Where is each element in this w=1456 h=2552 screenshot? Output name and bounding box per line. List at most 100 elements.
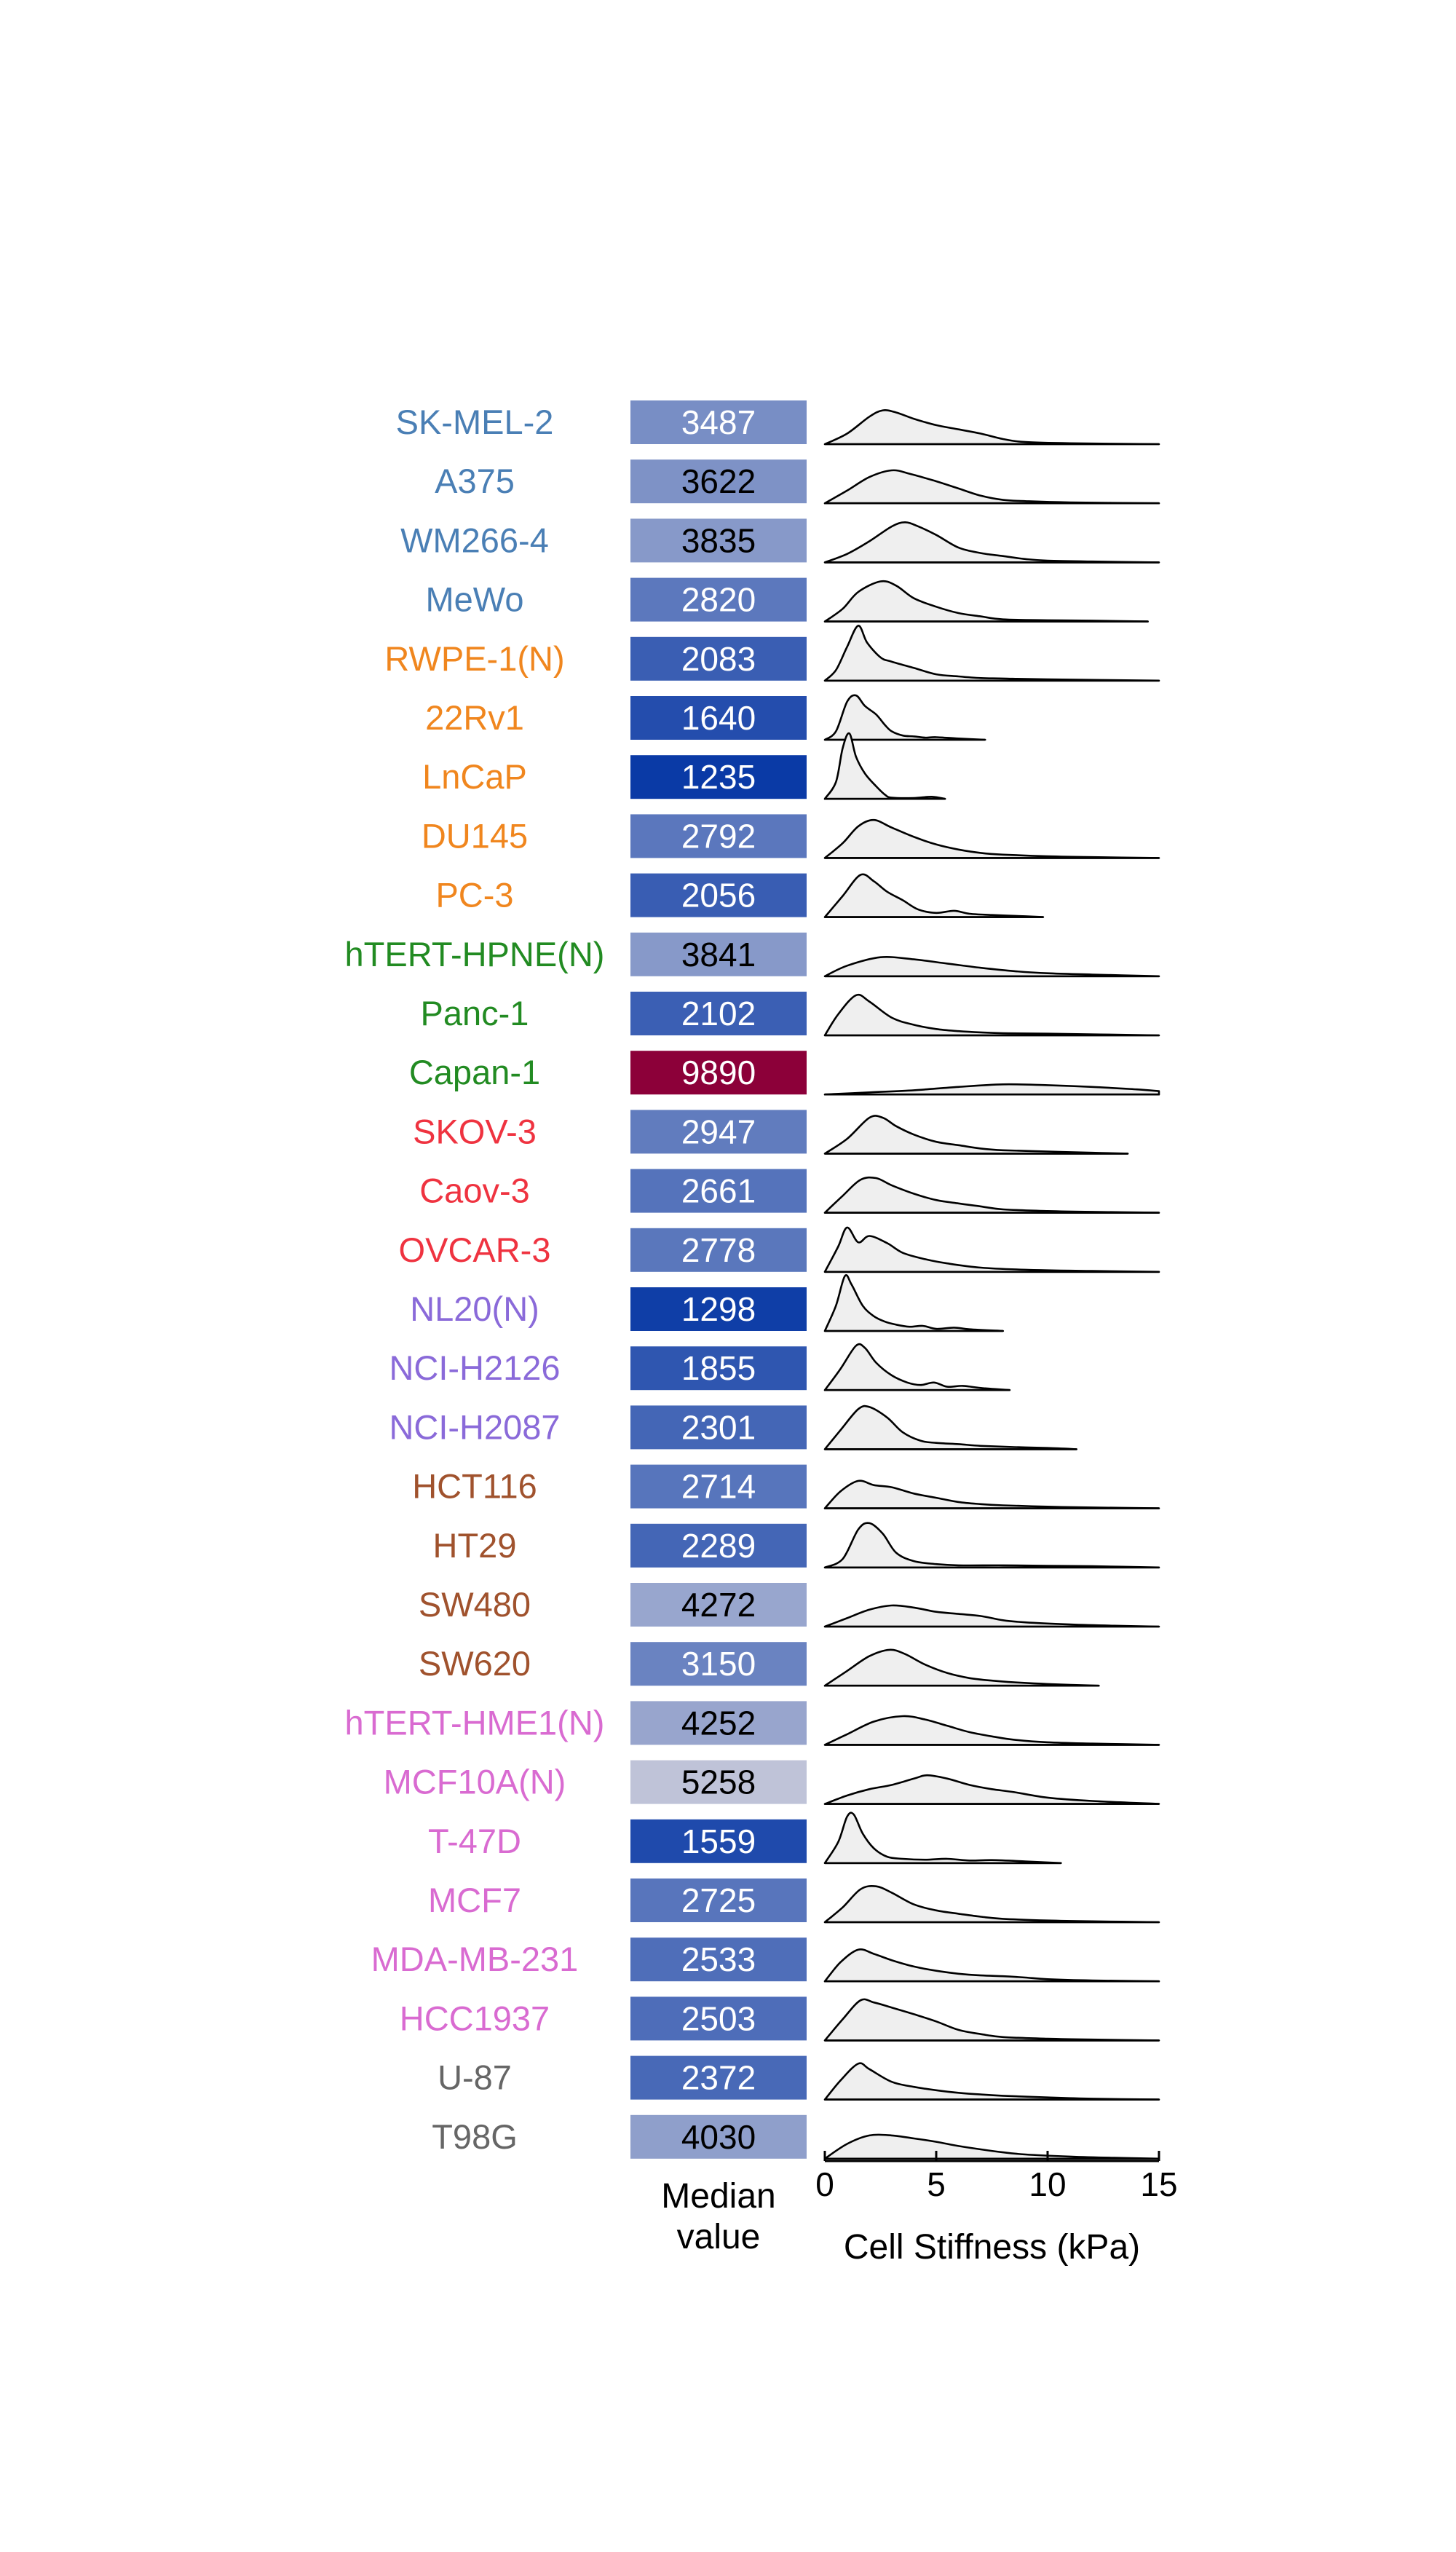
median-value: 2102 (681, 995, 756, 1032)
median-header: Median value (661, 2177, 775, 2256)
median-box (630, 577, 807, 622)
x-tick-label: 10 (1029, 2165, 1066, 2203)
median-box (630, 932, 807, 976)
x-axis-ticks: 0 5 10 15 (815, 2151, 1178, 2203)
row-label: HCT116 (412, 1467, 537, 1506)
density-ridge (823, 1648, 1100, 1687)
median-box (630, 696, 807, 740)
row-label: NCI-H2087 (389, 1407, 560, 1446)
median-box (630, 1819, 807, 1863)
row-label: SK-MEL-2 (396, 403, 554, 441)
median-box (630, 1169, 807, 1213)
median-value: 2725 (681, 1881, 756, 1919)
row-pc-3: PC-3 2056 (435, 873, 1045, 918)
row-htert-hpne-n-: hTERT-HPNE(N) 3841 (345, 932, 1160, 978)
density-ridge (823, 1774, 1160, 1805)
median-header-line-1: Median (661, 2177, 775, 2216)
median-value: 1559 (681, 1822, 756, 1860)
row-label: DU145 (422, 816, 528, 855)
row-label: HT29 (433, 1526, 517, 1565)
density-ridge (823, 1885, 1160, 1924)
median-box (630, 2055, 807, 2100)
median-box (630, 636, 807, 681)
median-value: 3487 (681, 403, 756, 441)
median-box (630, 1464, 807, 1509)
row-label: U-87 (438, 2058, 512, 2097)
density-ridge (823, 956, 1160, 978)
median-value: 5258 (681, 1763, 756, 1801)
median-value: 1640 (681, 699, 756, 737)
row-sw480: SW480 4272 (419, 1583, 1160, 1628)
row-u-87: U-87 2372 (438, 2055, 1160, 2101)
row-hct116: HCT116 2714 (412, 1464, 1160, 1509)
row-label: MCF10A(N) (384, 1763, 566, 1801)
median-box (630, 1701, 807, 1745)
median-box (630, 1642, 807, 1686)
density-ridge (823, 580, 1149, 623)
row-htert-hme1-n-: hTERT-HME1(N) 4252 (345, 1701, 1160, 1746)
row-label: 22Rv1 (425, 698, 524, 737)
median-box (630, 518, 807, 563)
row-label: Panc-1 (421, 994, 529, 1032)
row-sk-mel-2: SK-MEL-2 3487 (396, 400, 1160, 446)
row-label: SKOV-3 (413, 1112, 537, 1150)
median-value: 1855 (681, 1349, 756, 1387)
median-value: 2820 (681, 581, 756, 619)
density-ridge (823, 1948, 1160, 1983)
density-ridge (823, 1176, 1160, 1214)
row-t98g: T98G 4030 (432, 2114, 1160, 2160)
median-value: 3622 (681, 462, 756, 500)
x-axis-title: Cell Stiffness (kPa) (844, 2228, 1140, 2267)
median-box (630, 1996, 807, 2041)
median-value: 2289 (681, 1527, 756, 1565)
median-value: 2301 (681, 1408, 756, 1446)
median-value: 2778 (681, 1231, 756, 1269)
density-ridge (823, 1480, 1160, 1509)
row-ovcar-3: OVCAR-3 2778 (399, 1226, 1160, 1273)
median-box (630, 1110, 807, 1154)
density-ridge (823, 1274, 1005, 1332)
x-tick-label: 5 (927, 2165, 946, 2203)
row-mewo: MeWo 2820 (426, 577, 1149, 623)
median-box (630, 1523, 807, 1568)
median-box (630, 400, 807, 444)
row-label: hTERT-HME1(N) (345, 1703, 605, 1742)
x-axis: 0 5 10 15 Cell Stiffness (kPa) (815, 2151, 1178, 2267)
density-ridge (823, 1405, 1078, 1450)
row-ht29: HT29 2289 (433, 1522, 1160, 1569)
x-tick-label: 0 (815, 2165, 834, 2203)
row-label: T98G (432, 2117, 518, 2156)
row-panc-1: Panc-1 2102 (421, 992, 1160, 1037)
median-value: 1298 (681, 1290, 756, 1328)
row-label: Caov-3 (419, 1172, 530, 1210)
x-tick-label: 15 (1140, 2165, 1177, 2203)
row-label: NCI-H2126 (389, 1348, 560, 1387)
row-a375: A375 3622 (435, 459, 1160, 505)
row-label: LnCaP (422, 757, 527, 796)
row-t-47d: T-47D 1559 (428, 1812, 1062, 1865)
median-box (630, 1228, 807, 1272)
row-label: RWPE-1(N) (384, 639, 564, 678)
median-value: 4252 (681, 1704, 756, 1742)
density-ridge (823, 1083, 1160, 1096)
density-ridge (823, 873, 1045, 918)
median-box (630, 1583, 807, 1627)
row-label: NL20(N) (410, 1289, 539, 1328)
density-ridge (823, 1998, 1160, 2042)
density-ridge (823, 1226, 1160, 1273)
density-ridge (823, 1604, 1160, 1628)
median-value: 2714 (681, 1468, 756, 1506)
row-sw620: SW620 3150 (419, 1642, 1100, 1687)
density-ridge (823, 625, 1160, 682)
density-ridge (823, 993, 1160, 1037)
median-box (630, 1346, 807, 1391)
density-ridge (823, 2062, 1160, 2101)
median-box (630, 992, 807, 1035)
median-value: 2661 (681, 1172, 756, 1210)
row-caov-3: Caov-3 2661 (419, 1169, 1160, 1214)
row-label: OVCAR-3 (399, 1230, 551, 1269)
density-ridge (823, 521, 1160, 564)
median-value: 2947 (681, 1113, 756, 1150)
row-label: MeWo (426, 580, 524, 619)
